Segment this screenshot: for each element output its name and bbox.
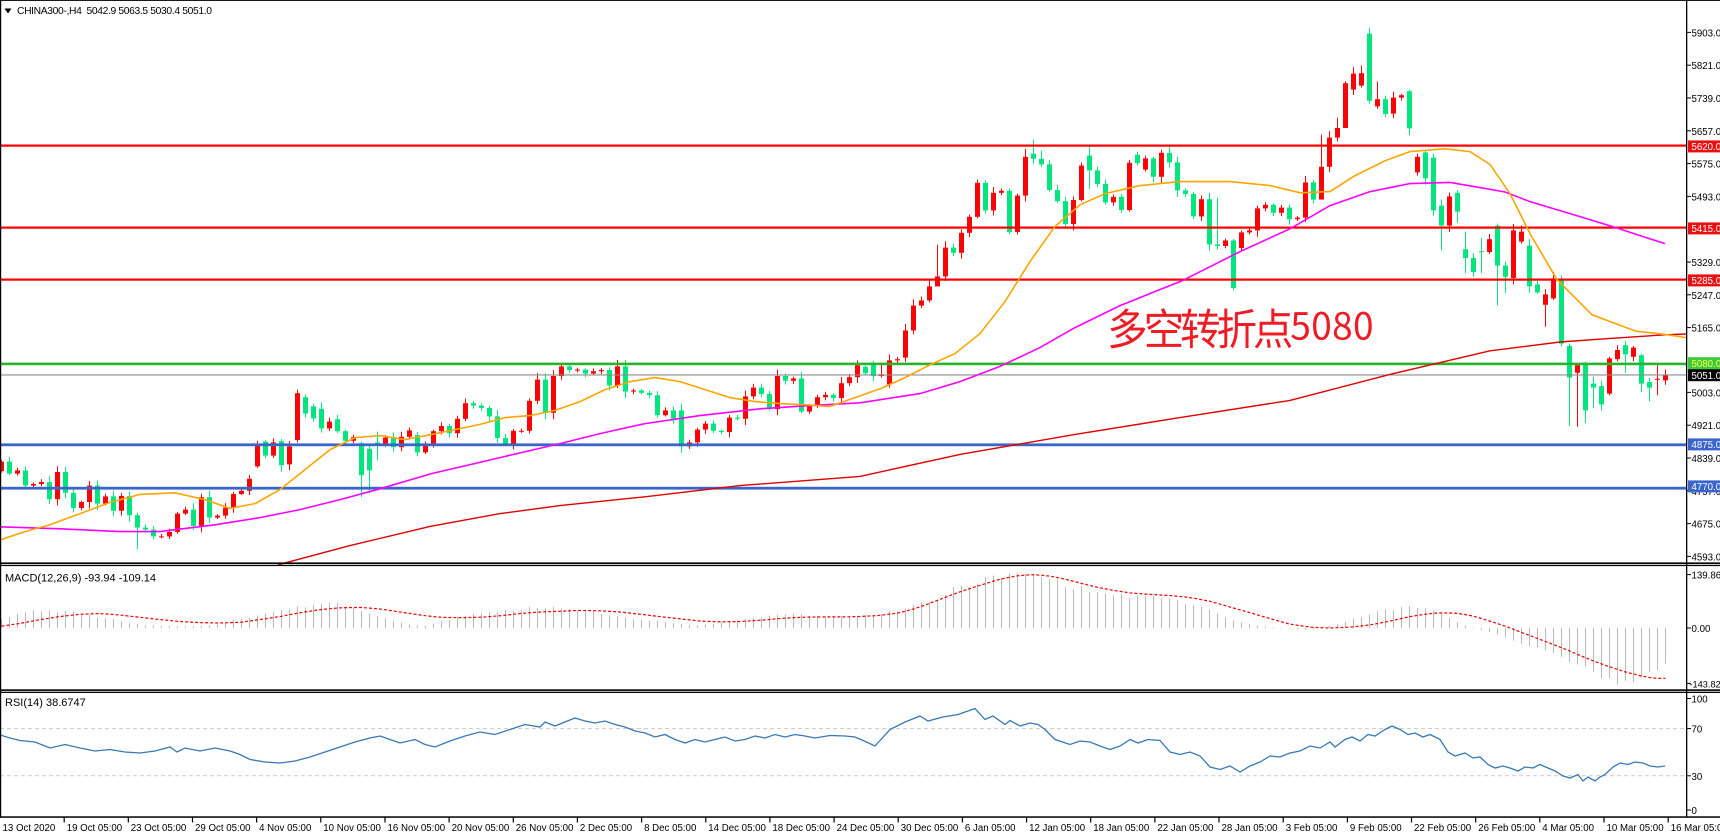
svg-text:5657.0: 5657.0	[1692, 127, 1720, 138]
svg-text:4675.0: 4675.0	[1692, 520, 1720, 531]
svg-text:5821.0: 5821.0	[1692, 61, 1720, 72]
svg-text:70: 70	[1692, 725, 1703, 736]
svg-text:5493.0: 5493.0	[1692, 192, 1720, 203]
svg-text:5329.0: 5329.0	[1692, 258, 1720, 269]
svg-text:10 Nov 05:00: 10 Nov 05:00	[323, 823, 381, 834]
svg-text:19 Oct 05:00: 19 Oct 05:00	[67, 823, 123, 834]
svg-text:10 Mar 05:00: 10 Mar 05:00	[1607, 823, 1665, 834]
svg-text:4 Nov 05:00: 4 Nov 05:00	[259, 823, 312, 834]
svg-text:5165.0: 5165.0	[1692, 324, 1720, 335]
svg-text:16 Mar 05:00: 16 Mar 05:00	[1671, 823, 1720, 834]
svg-text:23 Oct 05:00: 23 Oct 05:00	[131, 823, 187, 834]
svg-text:9 Feb 05:00: 9 Feb 05:00	[1350, 823, 1402, 834]
svg-text:5247.0: 5247.0	[1692, 291, 1720, 302]
svg-text:4921.0: 4921.0	[1692, 421, 1720, 432]
svg-text:4875.0: 4875.0	[1692, 440, 1720, 451]
svg-text:4770.0: 4770.0	[1692, 482, 1720, 493]
svg-text:18 Jan 05:00: 18 Jan 05:00	[1093, 823, 1150, 834]
svg-text:6 Jan 05:00: 6 Jan 05:00	[965, 823, 1016, 834]
svg-text:2 Dec 05:00: 2 Dec 05:00	[580, 823, 633, 834]
svg-text:MACD(12,26,9) -93.94 -109.14: MACD(12,26,9) -93.94 -109.14	[5, 573, 156, 585]
svg-text:14 Dec 05:00: 14 Dec 05:00	[708, 823, 766, 834]
svg-text:12 Jan 05:00: 12 Jan 05:00	[1029, 823, 1086, 834]
svg-text:18 Dec 05:00: 18 Dec 05:00	[772, 823, 830, 834]
svg-text:30 Dec 05:00: 30 Dec 05:00	[901, 823, 959, 834]
svg-text:20 Nov 05:00: 20 Nov 05:00	[452, 823, 510, 834]
svg-text:CHINA300-,H4 5042.9 5063.5 50: CHINA300-,H4 5042.9 5063.5 5030.4 5051.0	[17, 6, 212, 17]
svg-text:-143.82: -143.82	[1690, 679, 1720, 689]
svg-text:5620.0: 5620.0	[1692, 142, 1720, 153]
svg-text:29 Oct 05:00: 29 Oct 05:00	[195, 823, 251, 834]
svg-text:4839.0: 4839.0	[1692, 454, 1720, 465]
svg-text:0: 0	[1692, 806, 1698, 817]
svg-text:30: 30	[1692, 772, 1703, 783]
svg-text:22 Jan 05:00: 22 Jan 05:00	[1157, 823, 1214, 834]
svg-text:16 Nov 05:00: 16 Nov 05:00	[388, 823, 446, 834]
svg-text:24 Dec 05:00: 24 Dec 05:00	[837, 823, 895, 834]
svg-text:28 Jan 05:00: 28 Jan 05:00	[1222, 823, 1279, 834]
svg-text:5415.0: 5415.0	[1692, 224, 1720, 235]
svg-text:13 Oct 2020: 13 Oct 2020	[3, 823, 56, 834]
svg-text:5575.0: 5575.0	[1692, 160, 1720, 171]
svg-text:139.86: 139.86	[1692, 571, 1720, 582]
svg-text:5739.0: 5739.0	[1692, 94, 1720, 105]
svg-text:5051.0: 5051.0	[1692, 371, 1720, 382]
svg-text:26 Feb 05:00: 26 Feb 05:00	[1478, 823, 1536, 834]
svg-text:4 Mar 05:00: 4 Mar 05:00	[1542, 823, 1594, 834]
svg-text:22 Feb 05:00: 22 Feb 05:00	[1414, 823, 1472, 834]
svg-text:5003.0: 5003.0	[1692, 388, 1720, 399]
svg-text:5903.0: 5903.0	[1692, 28, 1720, 39]
svg-text:0.00: 0.00	[1692, 624, 1711, 635]
svg-text:5285.0: 5285.0	[1692, 276, 1720, 287]
svg-text:100: 100	[1692, 695, 1709, 706]
svg-text:5080.0: 5080.0	[1692, 359, 1720, 370]
svg-text:26 Nov 05:00: 26 Nov 05:00	[516, 823, 574, 834]
svg-text:8 Dec 05:00: 8 Dec 05:00	[644, 823, 697, 834]
svg-text:RSI(14) 38.6747: RSI(14) 38.6747	[5, 697, 86, 709]
svg-text:4593.0: 4593.0	[1692, 552, 1720, 563]
svg-text:3 Feb 05:00: 3 Feb 05:00	[1286, 823, 1338, 834]
